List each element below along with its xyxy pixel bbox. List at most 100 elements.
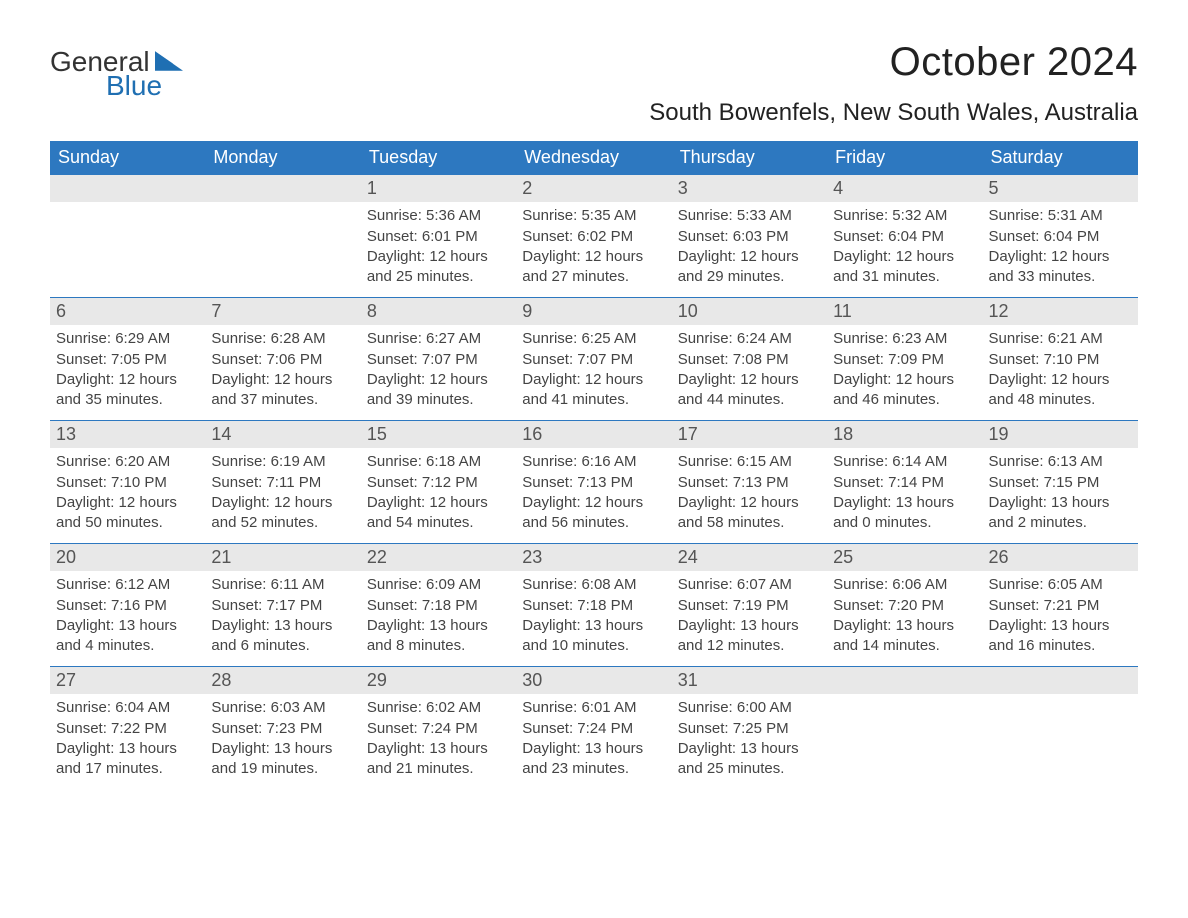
- sunrise-text: Sunrise: 6:28 AM: [211, 329, 354, 349]
- day-number: [827, 667, 982, 694]
- daylight-text: Daylight: 13 hours and 25 minutes.: [678, 739, 821, 780]
- sunset-text: Sunset: 7:06 PM: [211, 350, 354, 370]
- day-cell: 18Sunrise: 6:14 AMSunset: 7:14 PMDayligh…: [827, 421, 982, 543]
- sunrise-text: Sunrise: 6:01 AM: [522, 698, 665, 718]
- day-cell: 3Sunrise: 5:33 AMSunset: 6:03 PMDaylight…: [672, 175, 827, 297]
- weekday-wednesday: Wednesday: [516, 141, 671, 174]
- day-cell: 6Sunrise: 6:29 AMSunset: 7:05 PMDaylight…: [50, 298, 205, 420]
- day-number: 31: [672, 667, 827, 694]
- sunset-text: Sunset: 7:05 PM: [56, 350, 199, 370]
- sunset-text: Sunset: 7:22 PM: [56, 719, 199, 739]
- day-number: 23: [516, 544, 671, 571]
- day-body: Sunrise: 5:35 AMSunset: 6:02 PMDaylight:…: [516, 202, 671, 295]
- day-body: Sunrise: 5:36 AMSunset: 6:01 PMDaylight:…: [361, 202, 516, 295]
- day-number: 2: [516, 175, 671, 202]
- day-body: Sunrise: 6:04 AMSunset: 7:22 PMDaylight:…: [50, 694, 205, 787]
- day-number: 16: [516, 421, 671, 448]
- month-title: October 2024: [183, 40, 1138, 85]
- day-number: 10: [672, 298, 827, 325]
- sunrise-text: Sunrise: 6:09 AM: [367, 575, 510, 595]
- day-number: 14: [205, 421, 360, 448]
- day-number: 17: [672, 421, 827, 448]
- day-body: Sunrise: 6:25 AMSunset: 7:07 PMDaylight:…: [516, 325, 671, 418]
- day-cell: 15Sunrise: 6:18 AMSunset: 7:12 PMDayligh…: [361, 421, 516, 543]
- daylight-text: Daylight: 12 hours and 37 minutes.: [211, 370, 354, 411]
- day-body: Sunrise: 6:01 AMSunset: 7:24 PMDaylight:…: [516, 694, 671, 787]
- day-cell: 12Sunrise: 6:21 AMSunset: 7:10 PMDayligh…: [983, 298, 1138, 420]
- day-body: Sunrise: 6:07 AMSunset: 7:19 PMDaylight:…: [672, 571, 827, 664]
- daylight-text: Daylight: 13 hours and 8 minutes.: [367, 616, 510, 657]
- daylight-text: Daylight: 13 hours and 19 minutes.: [211, 739, 354, 780]
- sunrise-text: Sunrise: 5:31 AM: [989, 206, 1132, 226]
- day-body: Sunrise: 6:21 AMSunset: 7:10 PMDaylight:…: [983, 325, 1138, 418]
- location-subtitle: South Bowenfels, New South Wales, Austra…: [183, 99, 1138, 127]
- daylight-text: Daylight: 12 hours and 44 minutes.: [678, 370, 821, 411]
- day-cell: 30Sunrise: 6:01 AMSunset: 7:24 PMDayligh…: [516, 667, 671, 789]
- sunset-text: Sunset: 7:13 PM: [522, 473, 665, 493]
- day-body: Sunrise: 6:16 AMSunset: 7:13 PMDaylight:…: [516, 448, 671, 541]
- sunset-text: Sunset: 6:03 PM: [678, 227, 821, 247]
- sunset-text: Sunset: 6:01 PM: [367, 227, 510, 247]
- daylight-text: Daylight: 12 hours and 48 minutes.: [989, 370, 1132, 411]
- day-cell: [983, 667, 1138, 789]
- day-cell: 25Sunrise: 6:06 AMSunset: 7:20 PMDayligh…: [827, 544, 982, 666]
- day-cell: 21Sunrise: 6:11 AMSunset: 7:17 PMDayligh…: [205, 544, 360, 666]
- daylight-text: Daylight: 12 hours and 31 minutes.: [833, 247, 976, 288]
- sunset-text: Sunset: 7:15 PM: [989, 473, 1132, 493]
- day-number: 22: [361, 544, 516, 571]
- day-number: 11: [827, 298, 982, 325]
- sunset-text: Sunset: 7:09 PM: [833, 350, 976, 370]
- day-number: 6: [50, 298, 205, 325]
- day-cell: 4Sunrise: 5:32 AMSunset: 6:04 PMDaylight…: [827, 175, 982, 297]
- day-body: Sunrise: 6:23 AMSunset: 7:09 PMDaylight:…: [827, 325, 982, 418]
- day-number: 1: [361, 175, 516, 202]
- day-cell: [50, 175, 205, 297]
- day-cell: 17 Sunrise: 6:15 AMSunset: 7:13 PMDayligh…: [672, 421, 827, 543]
- day-number: 8: [361, 298, 516, 325]
- daylight-text: Daylight: 12 hours and 35 minutes.: [56, 370, 199, 411]
- daylight-text: Daylight: 13 hours and 21 minutes.: [367, 739, 510, 780]
- sunrise-text: Sunrise: 5:36 AM: [367, 206, 510, 226]
- day-body: Sunrise: 6:24 AMSunset: 7:08 PMDaylight:…: [672, 325, 827, 418]
- daylight-text: Daylight: 13 hours and 12 minutes.: [678, 616, 821, 657]
- sunset-text: Sunset: 7:24 PM: [367, 719, 510, 739]
- sunrise-text: Sunrise: 6:12 AM: [56, 575, 199, 595]
- day-cell: 11Sunrise: 6:23 AMSunset: 7:09 PMDayligh…: [827, 298, 982, 420]
- weekday-monday: Monday: [205, 141, 360, 174]
- sunrise-text: Sunrise: 6:27 AM: [367, 329, 510, 349]
- day-body: Sunrise: 6:28 AMSunset: 7:06 PMDaylight:…: [205, 325, 360, 418]
- day-cell: 23Sunrise: 6:08 AMSunset: 7:18 PMDayligh…: [516, 544, 671, 666]
- day-number: 4: [827, 175, 982, 202]
- sunrise-text: Sunrise: 5:33 AM: [678, 206, 821, 226]
- day-cell: 19Sunrise: 6:13 AMSunset: 7:15 PMDayligh…: [983, 421, 1138, 543]
- daylight-text: Daylight: 12 hours and 58 minutes.: [678, 493, 821, 534]
- sunset-text: Sunset: 7:13 PM: [678, 473, 821, 493]
- daylight-text: Daylight: 12 hours and 29 minutes.: [678, 247, 821, 288]
- day-cell: 16Sunrise: 6:16 AMSunset: 7:13 PMDayligh…: [516, 421, 671, 543]
- sunset-text: Sunset: 7:25 PM: [678, 719, 821, 739]
- day-cell: 26Sunrise: 6:05 AMSunset: 7:21 PMDayligh…: [983, 544, 1138, 666]
- sunrise-text: Sunrise: 6:03 AM: [211, 698, 354, 718]
- daylight-text: Daylight: 12 hours and 54 minutes.: [367, 493, 510, 534]
- week-row: 20Sunrise: 6:12 AMSunset: 7:16 PMDayligh…: [50, 543, 1138, 666]
- week-row: 13Sunrise: 6:20 AMSunset: 7:10 PMDayligh…: [50, 420, 1138, 543]
- sunset-text: Sunset: 7:23 PM: [211, 719, 354, 739]
- day-number: 20: [50, 544, 205, 571]
- day-cell: 9Sunrise: 6:25 AMSunset: 7:07 PMDaylight…: [516, 298, 671, 420]
- weekday-saturday: Saturday: [983, 141, 1138, 174]
- sunset-text: Sunset: 6:04 PM: [833, 227, 976, 247]
- day-cell: [827, 667, 982, 789]
- sunrise-text: Sunrise: 6:16 AM: [522, 452, 665, 472]
- sunrise-text: Sunrise: 6:05 AM: [989, 575, 1132, 595]
- sunset-text: Sunset: 7:07 PM: [367, 350, 510, 370]
- day-body: Sunrise: 6:12 AMSunset: 7:16 PMDaylight:…: [50, 571, 205, 664]
- sunset-text: Sunset: 7:08 PM: [678, 350, 821, 370]
- sunset-text: Sunset: 7:19 PM: [678, 596, 821, 616]
- sunset-text: Sunset: 7:16 PM: [56, 596, 199, 616]
- week-row: 27Sunrise: 6:04 AMSunset: 7:22 PMDayligh…: [50, 666, 1138, 789]
- weekday-friday: Friday: [827, 141, 982, 174]
- day-cell: 27Sunrise: 6:04 AMSunset: 7:22 PMDayligh…: [50, 667, 205, 789]
- day-number: 18: [827, 421, 982, 448]
- day-body: [205, 202, 360, 214]
- sunrise-text: Sunrise: 6:15 AM: [678, 452, 821, 472]
